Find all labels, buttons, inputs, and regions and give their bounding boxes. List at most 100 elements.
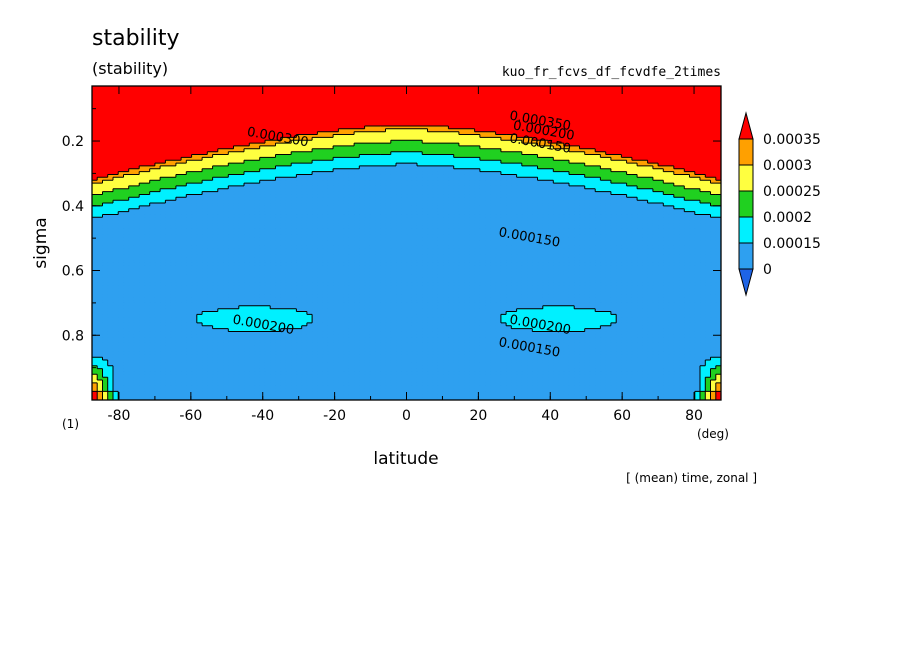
- contour-cell: [558, 148, 565, 153]
- contour-cell: [542, 117, 549, 121]
- contour-cell: [139, 143, 146, 147]
- contour-cell: [202, 143, 208, 147]
- contour-cell: [165, 114, 172, 118]
- contour-cell: [490, 188, 497, 193]
- contour-cell: [637, 128, 643, 133]
- contour-cell: [579, 97, 586, 101]
- contour-cell: [97, 140, 104, 144]
- contour-cell: [359, 117, 366, 121]
- contour-cell: [700, 148, 706, 153]
- contour-cell: [291, 148, 298, 153]
- contour-cell: [118, 165, 125, 170]
- contour-cell: [144, 183, 151, 187]
- contour-cell: [453, 203, 460, 207]
- contour-cell: [495, 105, 502, 110]
- contour-cell: [327, 94, 334, 99]
- contour-cell: [144, 103, 151, 107]
- contour-cell: [160, 117, 166, 121]
- contour-cell: [506, 145, 512, 150]
- contour-cell: [610, 125, 617, 130]
- contour-cell: [584, 180, 591, 184]
- contour-cell: [490, 140, 497, 144]
- contour-cell: [186, 131, 193, 136]
- contour-cell: [537, 145, 544, 150]
- contour-cell: [191, 140, 198, 144]
- contour-cell: [532, 151, 539, 156]
- contour-cell: [301, 131, 308, 136]
- contour-cell: [437, 171, 444, 176]
- contour-cell: [223, 128, 229, 133]
- contour-cell: [568, 134, 575, 138]
- contour-cell: [280, 105, 287, 110]
- contour-cell: [458, 197, 465, 201]
- contour-cell: [532, 88, 539, 93]
- contour-cell: [270, 188, 277, 193]
- contour-cell: [443, 94, 450, 99]
- contour-cell: [107, 91, 114, 96]
- contour-cell: [705, 123, 712, 127]
- contour-cell: [112, 191, 119, 196]
- contour-cell: [317, 203, 324, 207]
- contour-cell: [317, 151, 324, 156]
- contour-cell: [181, 197, 187, 201]
- contour-cell: [333, 165, 339, 170]
- contour-cell: [165, 171, 172, 176]
- contour-cell: [123, 185, 130, 190]
- contour-cell: [490, 151, 497, 156]
- contour-cell: [689, 88, 696, 93]
- contour-cell: [291, 94, 298, 99]
- contour-cell: [249, 157, 256, 161]
- contour-cell: [223, 140, 229, 144]
- contour-cell: [139, 154, 146, 158]
- contour-cell: [343, 165, 350, 170]
- contour-cell: [679, 137, 685, 141]
- contour-cell: [621, 131, 628, 136]
- contour-cell: [637, 165, 643, 170]
- contour-cell: [532, 131, 539, 136]
- contour-cell: [327, 140, 334, 144]
- contour-cell: [432, 148, 439, 153]
- contour-cell: [621, 123, 628, 127]
- contour-cell: [228, 185, 235, 190]
- contour-cell: [170, 145, 177, 150]
- contour-cell: [542, 86, 549, 90]
- contour-cell: [679, 171, 685, 176]
- contour-cell: [285, 145, 292, 150]
- contour-cell: [511, 148, 518, 153]
- contour-cell: [160, 197, 166, 201]
- contour-cell: [647, 168, 654, 173]
- contour-cell: [568, 177, 575, 181]
- contour-cell: [223, 103, 229, 107]
- contour-cell: [453, 131, 460, 136]
- contour-cell: [631, 157, 638, 161]
- contour-cell: [390, 120, 397, 124]
- contour-cell: [427, 134, 434, 138]
- contour-cell: [359, 177, 366, 181]
- contour-cell: [202, 100, 208, 104]
- contour-cell: [663, 200, 670, 204]
- contour-cell: [275, 151, 282, 156]
- contour-cell: [217, 131, 224, 136]
- contour-cell: [558, 114, 565, 118]
- contour-cell: [254, 151, 261, 156]
- contour-cell: [506, 125, 512, 130]
- contour-cell: [233, 151, 240, 156]
- contour-cell: [506, 154, 512, 158]
- contour-cell: [338, 117, 345, 121]
- contour-cell: [369, 131, 376, 136]
- contour-cell: [532, 86, 539, 90]
- contour-cell: [233, 194, 240, 198]
- contour-cell: [474, 134, 481, 138]
- contour-cell: [568, 197, 575, 201]
- contour-cell: [233, 160, 240, 164]
- contour-cell: [327, 103, 334, 107]
- contour-cell: [306, 120, 313, 124]
- contour-cell: [112, 165, 119, 170]
- contour-cell: [275, 143, 282, 147]
- contour-cell: [160, 203, 166, 207]
- contour-cell: [296, 88, 303, 93]
- contour-cell: [270, 154, 277, 158]
- contour-cell: [322, 120, 329, 124]
- contour-cell: [610, 123, 617, 127]
- contour-cell: [102, 174, 109, 178]
